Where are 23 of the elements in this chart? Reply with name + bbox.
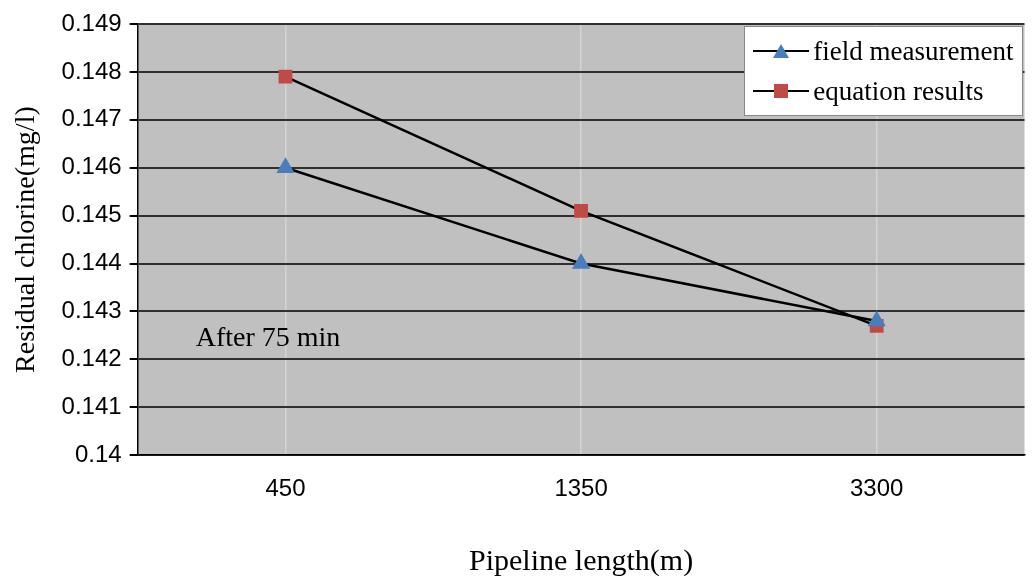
point (572, 254, 590, 269)
point (278, 69, 293, 84)
point (868, 311, 885, 327)
legend-label: field measurement (813, 35, 1014, 67)
y-axis-title: Residual chlorine(mg/l) (9, 106, 41, 373)
point (277, 158, 294, 173)
y-tick-label: 0.148 (61, 56, 122, 84)
x-tick-label: 3300 (850, 474, 904, 502)
x-tick-label: 1350 (554, 474, 608, 502)
y-tick-label: 0.144 (61, 248, 122, 276)
y-tick-label: 0.146 (61, 152, 122, 180)
x-tick-label: 450 (265, 474, 306, 502)
y-tick-label: 0.142 (61, 344, 122, 371)
y-tick-label: 0.141 (61, 391, 122, 419)
y-tick-label: 0.147 (61, 104, 122, 132)
legend-label: equation results (813, 75, 984, 107)
point (574, 203, 588, 218)
annotation: After 75 min (195, 321, 341, 353)
x-axis-title: Pipeline length(m) (469, 542, 694, 577)
y-tick-label: 0.149 (61, 8, 122, 36)
y-tick-label: 0.145 (61, 200, 122, 228)
y-tick-label: 0.14 (74, 439, 122, 467)
y-tick-label: 0.143 (61, 296, 122, 324)
